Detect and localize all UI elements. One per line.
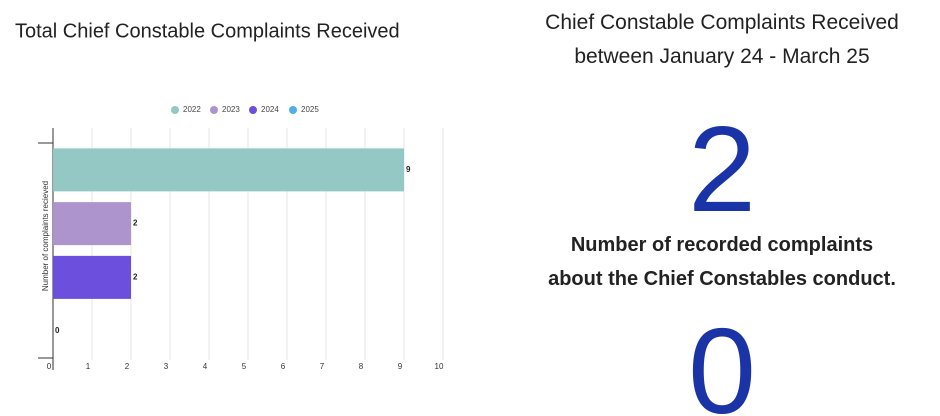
- bar: [53, 148, 404, 192]
- legend-label: 2024: [261, 105, 279, 114]
- legend-label: 2025: [301, 105, 319, 114]
- x-tick-label: 0: [47, 362, 52, 371]
- caption-line: Number of recorded complaints: [570, 234, 874, 256]
- y-axis-label: Number of complaints recieved: [41, 181, 50, 291]
- caption-line: about the Chief Constables conduct.: [548, 268, 896, 290]
- count: 2: [688, 101, 756, 237]
- x-tick-label: 8: [359, 362, 364, 371]
- panel-title-line: between January 24 - March 25: [574, 45, 870, 68]
- value-label: 2: [133, 219, 138, 228]
- x-tick-label: 5: [242, 362, 247, 371]
- chart-title: Total Chief Constable Complaints Receive…: [15, 20, 400, 42]
- bar: [53, 255, 131, 299]
- x-tick-label: 2: [125, 362, 130, 371]
- x-tick-label: 6: [281, 362, 286, 371]
- legend-swatch: [249, 106, 257, 114]
- x-tick-label: 1: [86, 362, 91, 371]
- panel-caption: Number of recorded complaints about the …: [512, 228, 932, 296]
- x-tick-label: 7: [320, 362, 325, 371]
- legend-swatch: [210, 106, 218, 114]
- chart: Total Chief Constable Complaints Receive…: [15, 20, 444, 371]
- value-label: 0: [55, 326, 60, 335]
- x-tick-label: 4: [203, 362, 208, 371]
- legend-swatch: [289, 106, 297, 114]
- panel-title-line: Chief Constable Complaints Received: [545, 11, 899, 34]
- second-count: 0: [688, 303, 756, 416]
- panel-title: Chief Constable Complaints Received betw…: [512, 6, 932, 74]
- x-tick-label: 9: [398, 362, 403, 371]
- bar: [53, 202, 131, 246]
- legend-label: 2023: [222, 105, 240, 114]
- legend-label: 2022: [183, 105, 201, 114]
- value-label: 2: [133, 272, 138, 281]
- x-tick-label: 3: [164, 362, 169, 371]
- legend-swatch: [171, 106, 179, 114]
- x-tick-label: 10: [435, 362, 444, 371]
- value-label: 9: [406, 165, 411, 174]
